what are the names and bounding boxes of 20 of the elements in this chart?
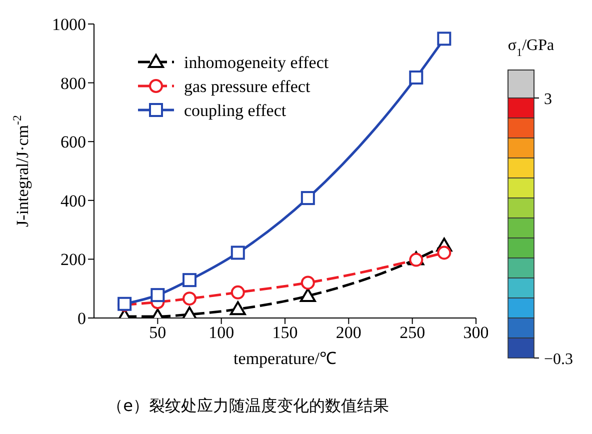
legend-label: coupling effect (184, 101, 286, 120)
y-tick-label: 200 (60, 250, 86, 270)
y-tick-label: 400 (60, 191, 86, 210)
x-tick-label: 250 (400, 323, 426, 342)
x-tick-label: 100 (208, 323, 234, 342)
x-tick-label: 150 (272, 323, 298, 342)
y-tick-label: 800 (60, 74, 86, 93)
x-axis-title: temperature/℃ (234, 349, 336, 368)
color-bar-label: 3 (544, 91, 552, 108)
color-bar-label: −0.3 (544, 351, 574, 368)
legend-label: inhomogeneity effect (184, 53, 329, 72)
y-tick-label: 1000 (52, 15, 86, 34)
color-bar-title: σ$_{1}$/GPa (508, 37, 554, 59)
text: （e）裂纹处应力随温度变化的数值结果 (106, 396, 390, 417)
legend-label: gas pressure effect (184, 77, 310, 96)
x-tick-label: 300 (463, 323, 489, 342)
y-tick-label: 600 (60, 132, 86, 152)
y-tick-label: 0 (78, 309, 86, 328)
x-tick-label: 50 (149, 323, 166, 342)
x-tick-label: 200 (336, 323, 362, 342)
